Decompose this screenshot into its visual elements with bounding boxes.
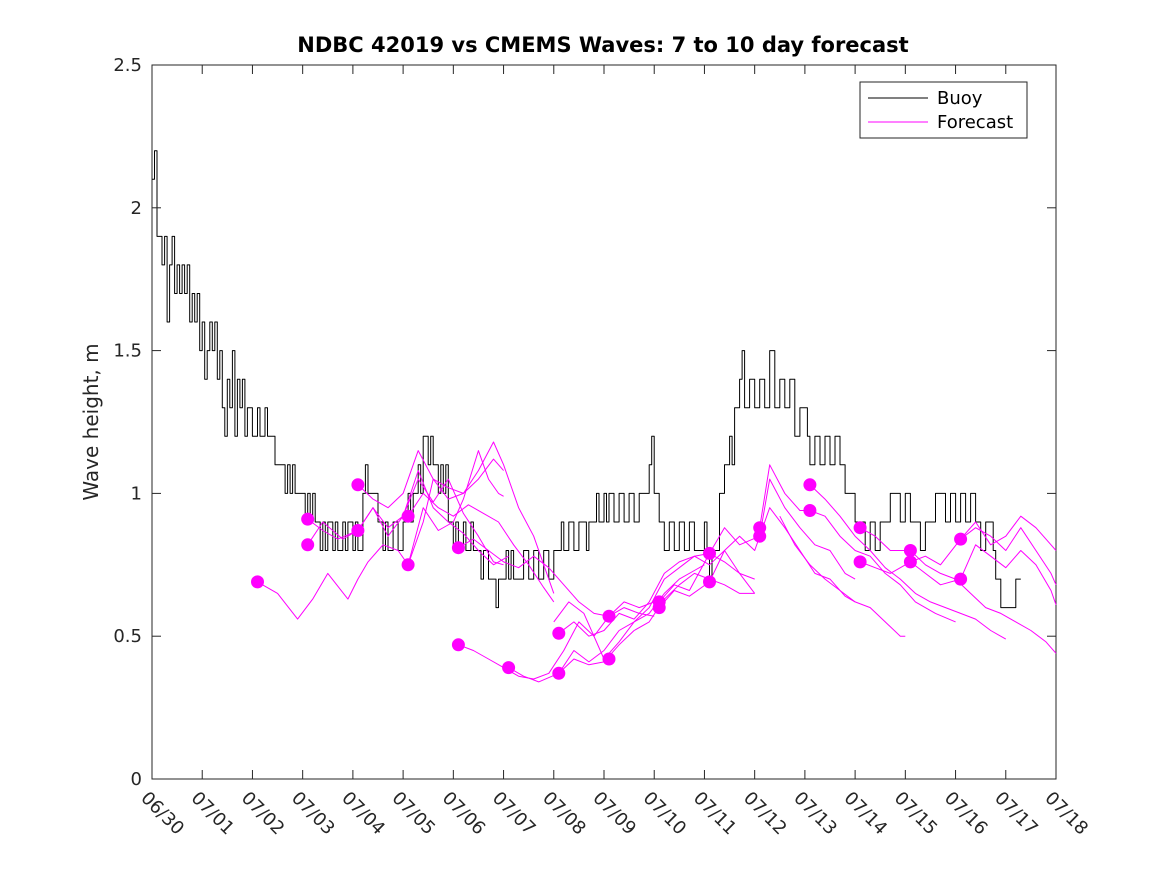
forecast-series-line-18 [859,527,1057,654]
y-tick-label: 1 [131,483,142,504]
series-layer [152,150,1057,683]
chart-title: NDBC 42019 vs CMEMS Waves: 7 to 10 day f… [297,33,908,57]
forecast-series-line-20 [910,515,1057,566]
forecast-start-marker-20 [803,478,817,492]
forecast-start-marker-6 [401,558,415,572]
forecast-start-marker-13 [602,652,616,666]
marker-layer [251,478,968,680]
forecast-start-marker-23 [853,555,867,569]
forecast-series-line-21 [960,527,1057,586]
forecast-start-marker-1 [301,538,315,552]
forecast-start-marker-24 [903,544,917,557]
forecast-series-line-7 [458,601,655,680]
forecast-start-marker-8 [451,638,465,652]
forecast-series-line-17 [779,515,906,637]
y-tick-label: 1.5 [113,341,142,362]
y-tick-label: 2.5 [113,55,142,76]
forecast-start-marker-11 [552,666,566,680]
forecast-start-marker-4 [351,478,365,492]
forecast-series-line-2 [307,478,504,566]
forecast-start-marker-16 [703,546,716,560]
y-axis-label: Wave height, m [79,343,103,500]
forecast-start-marker-19 [753,529,767,543]
forecast-start-marker-15 [652,601,666,615]
forecast-start-marker-22 [853,521,867,535]
forecast-series-line-1 [257,450,504,620]
forecast-start-marker-26 [954,532,968,546]
buoy-series-line [152,150,1021,609]
forecast-series-line-9 [508,564,705,683]
legend-label-buoy: Buoy [937,88,983,109]
forecast-series-line-15 [759,464,956,623]
y-tick-label: 2 [131,198,142,219]
forecast-start-marker-10 [552,626,566,640]
forecast-start-marker-25 [903,555,917,569]
forecast-series-line-16 [809,484,1007,640]
y-tick-label: 0.5 [113,626,142,647]
forecast-series-line-14 [658,478,856,603]
forecast-start-marker-3 [351,524,365,537]
forecast-start-marker-5 [401,509,415,523]
forecast-series-line-10 [558,552,755,637]
forecast-start-marker-9 [502,661,516,675]
forecast-start-marker-27 [954,572,968,586]
forecast-series-line-12 [553,550,756,660]
forecast-series-line-19 [859,544,1057,605]
plot-area [151,64,1057,780]
legend-label-forecast: Forecast [937,112,1013,133]
forecast-start-marker-17 [703,575,716,589]
forecast-start-marker-7 [451,541,465,555]
forecast-start-marker-21 [803,504,817,517]
forecast-start-marker-12 [602,609,616,623]
legend-box [859,81,1028,139]
legend: Buoy Forecast [859,81,1028,139]
forecast-start-marker-0 [251,575,264,589]
forecast-series-line-5 [407,492,555,603]
forecast-series-line-6 [407,441,555,594]
forecast-start-marker-2 [301,512,315,526]
y-tick-label: 0 [131,769,142,790]
forecast-series-line-3 [307,470,509,566]
forecast-series-line-8 [458,538,655,617]
